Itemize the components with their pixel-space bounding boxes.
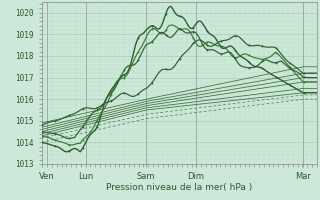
X-axis label: Pression niveau de la mer( hPa ): Pression niveau de la mer( hPa ) xyxy=(106,183,252,192)
